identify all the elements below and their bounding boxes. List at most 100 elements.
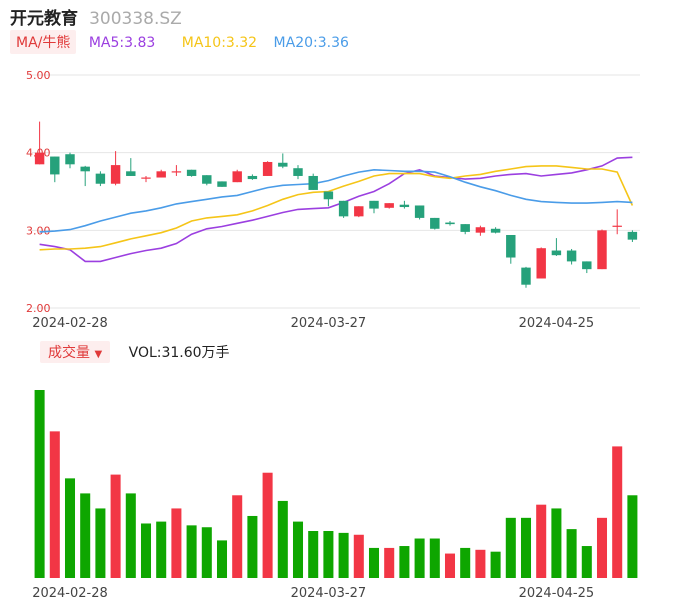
candle-body	[414, 205, 425, 218]
candle-body	[566, 250, 577, 262]
x-tick-label: 2024-04-25	[519, 586, 595, 601]
volume-bar	[216, 540, 228, 578]
volume-type-label: 成交量	[48, 345, 90, 361]
candle-body	[262, 161, 273, 176]
candle-body	[399, 204, 410, 208]
candle-body	[50, 156, 60, 175]
candle-body	[490, 228, 501, 233]
volume-bar	[125, 493, 136, 578]
candle-body	[582, 261, 592, 270]
volume-bar	[429, 538, 440, 578]
chart-header: 开元教育 300338.SZ	[10, 4, 182, 29]
volume-bar	[384, 547, 395, 578]
candle-body	[384, 203, 394, 208]
y-tick-label: 2.00	[26, 302, 51, 315]
ma20-legend: MA20:3.36	[273, 35, 349, 51]
volume-bar	[232, 495, 243, 578]
ma-type-selector[interactable]: MA/牛熊	[10, 30, 77, 54]
candle-body	[369, 200, 379, 209]
volume-value: VOL:31.60万手	[128, 345, 230, 361]
volume-bar	[49, 431, 60, 578]
candle-body	[217, 181, 227, 187]
candle-body	[460, 224, 470, 232]
volume-bar	[186, 525, 197, 578]
volume-bar	[490, 551, 501, 578]
candle-body	[34, 152, 45, 165]
volume-bar	[171, 508, 182, 578]
volume-bar	[140, 523, 152, 578]
candle-body	[80, 166, 90, 172]
volume-bar	[277, 500, 288, 578]
candle-body	[95, 173, 106, 184]
x-tick-label: 2024-02-28	[32, 316, 108, 331]
stock-name: 开元教育	[10, 9, 78, 29]
candle-body	[521, 267, 531, 285]
volume-bar	[596, 517, 608, 578]
volume-bar	[95, 508, 106, 578]
candle-body	[308, 175, 318, 190]
x-tick-label: 2024-02-28	[32, 586, 108, 601]
volume-bar	[247, 515, 258, 578]
volume-bar	[581, 546, 592, 578]
candle-body	[186, 169, 197, 176]
volume-bar	[262, 472, 273, 578]
candle-body	[156, 171, 166, 178]
candle-body	[475, 227, 486, 233]
volume-bar	[338, 532, 349, 578]
candle-body	[338, 200, 349, 217]
dropdown-arrow-icon: ▼	[94, 349, 103, 360]
candle-body	[141, 177, 151, 179]
ma-legend: MA/牛熊 MA5:3.83 MA10:3.32 MA20:3.36	[10, 30, 349, 54]
y-tick-label: 3.00	[26, 224, 51, 237]
volume-bar	[292, 521, 304, 578]
volume-bar	[505, 517, 516, 578]
candle-body	[171, 171, 182, 173]
candle-body	[445, 222, 455, 225]
volume-bar	[414, 538, 425, 578]
volume-bar	[460, 547, 471, 578]
volume-bar	[308, 531, 319, 578]
volume-bar	[612, 446, 623, 578]
candle-body	[126, 171, 136, 176]
volume-bar	[475, 549, 486, 578]
candle-body	[323, 191, 334, 200]
volume-bar	[353, 534, 364, 578]
volume-bar	[368, 547, 380, 578]
stock-code: 300338.SZ	[89, 9, 182, 29]
ma10-legend: MA10:3.32	[181, 35, 258, 51]
candle-body	[506, 234, 516, 258]
x-tick-label: 2024-04-25	[519, 316, 595, 331]
volume-bar	[566, 529, 577, 578]
x-tick-label: 2024-03-27	[291, 316, 367, 331]
volume-bar	[323, 531, 334, 578]
candle-body	[232, 171, 242, 183]
volume-bar	[551, 508, 562, 578]
candle-body	[430, 217, 440, 229]
volume-bar	[110, 474, 121, 578]
volume-bar	[399, 546, 410, 578]
x-tick-label: 2024-03-27	[291, 586, 367, 601]
volume-bar	[520, 517, 532, 578]
candle-body	[551, 250, 562, 256]
volume-bar	[80, 493, 91, 578]
volume-bar	[536, 504, 547, 578]
candle-body	[247, 175, 258, 180]
volume-bar	[34, 390, 45, 578]
candle-body	[278, 162, 288, 167]
volume-bar	[64, 478, 76, 578]
volume-legend: 成交量 ▼ VOL:31.60万手	[40, 341, 230, 363]
candle-body	[354, 206, 364, 217]
ma20-line	[39, 168, 633, 233]
ma5-legend: MA5:3.83	[88, 35, 156, 51]
volume-bar	[201, 527, 212, 578]
candle-body	[65, 154, 75, 165]
ma5-line	[39, 156, 633, 263]
candle-body	[110, 165, 121, 184]
y-tick-label: 5.00	[26, 69, 51, 82]
candle-body	[536, 248, 546, 279]
ma10-line	[39, 165, 634, 251]
volume-bar	[156, 521, 167, 578]
candle-body	[293, 168, 303, 176]
volume-type-selector[interactable]: 成交量 ▼	[40, 341, 111, 363]
